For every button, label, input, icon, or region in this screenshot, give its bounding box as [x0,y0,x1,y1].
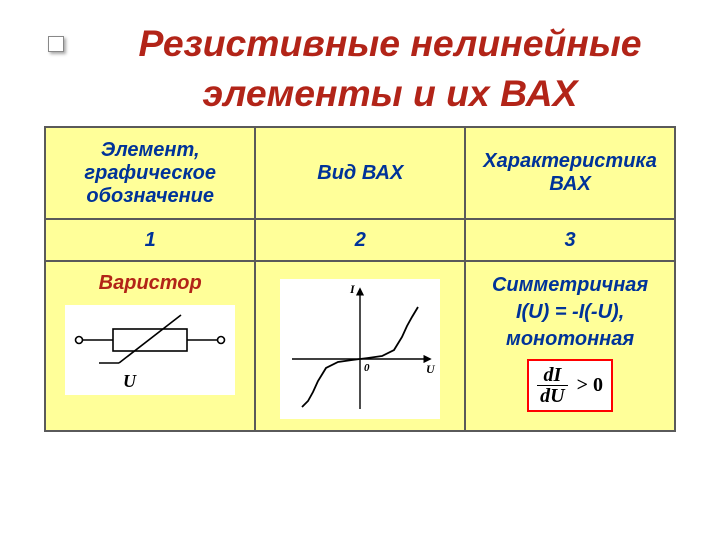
num-col1: 1 [45,219,255,261]
svg-text:U: U [426,362,436,376]
element-name: Варистор [54,272,246,295]
header-col1: Элемент, графическое обозначение [45,127,255,219]
num-col2: 2 [255,219,465,261]
content-table: Элемент, графическое обозначение Вид ВАХ… [44,126,676,432]
title-line2: элементы и их ВАХ [203,72,578,114]
slide-title: Резистивные нелинейные элементы и их ВАХ [120,18,660,119]
iv-curve-diagram: I U 0 [280,279,440,419]
hdr1-l3: обозначение [86,185,214,207]
header-row: Элемент, графическое обозначение Вид ВАХ… [45,127,675,219]
num-col3: 3 [465,219,675,261]
hdr1-l2: графическое [84,162,216,184]
header-col3: Характеристика ВАХ [465,127,675,219]
title-line1: Резистивные нелинейные [139,22,642,64]
char-l1: Симметричная [492,274,648,296]
hdr3-l1: Характеристика [483,150,657,172]
number-row: 1 2 3 [45,219,675,261]
hdr1-l1: Элемент, [101,139,200,161]
cell-characteristic: Симметричная I(U) = -I(-U), монотонная d… [465,261,675,431]
title-bullet [48,36,64,52]
svg-text:0: 0 [364,362,370,374]
svg-text:I: I [349,282,356,296]
derivative-formula: dI dU > 0 [527,359,613,412]
data-row: Варистор U I U 0 Симметричная I(U) = -I(-U… [45,261,675,431]
hdr2: Вид ВАХ [317,162,403,184]
hdr3-l2: ВАХ [549,173,590,195]
frac-num: dI [537,365,567,386]
char-l3: монотонная [506,328,634,350]
svg-text:U: U [123,371,137,391]
frac-den: dU [537,386,567,406]
characteristic-text: Симметричная I(U) = -I(-U), монотонная d… [474,272,666,412]
char-l2: I(U) = -I(-U), [516,301,624,323]
varistor-symbol-diagram: U [65,305,235,395]
cell-curve: I U 0 [255,261,465,431]
fraction: dI dU [537,365,567,406]
frac-gt: > 0 [573,374,603,396]
header-col2: Вид ВАХ [255,127,465,219]
content-table-wrap: Элемент, графическое обозначение Вид ВАХ… [44,126,676,432]
cell-element: Варистор U [45,261,255,431]
